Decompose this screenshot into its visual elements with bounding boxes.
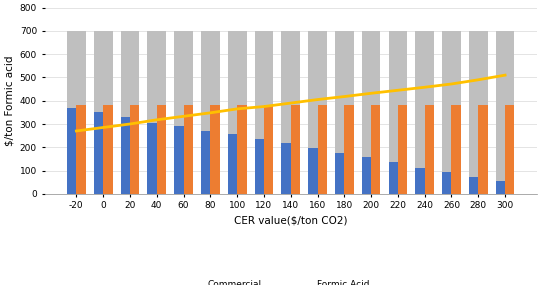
Bar: [308, 148, 318, 194]
Bar: [174, 31, 193, 194]
Net Profit $/ton: [314, 98, 321, 101]
Bar: [210, 105, 220, 194]
Net Profit $/ton: [154, 118, 160, 121]
Bar: [415, 168, 425, 194]
Bar: [147, 31, 166, 194]
Bar: [281, 143, 291, 194]
Bar: [67, 31, 85, 194]
Bar: [174, 126, 183, 194]
Net Profit $/ton: [287, 101, 294, 105]
Bar: [255, 31, 273, 194]
Bar: [228, 135, 237, 194]
Bar: [452, 105, 461, 194]
Bar: [121, 31, 140, 194]
Bar: [291, 105, 300, 194]
Net Profit $/ton: [261, 105, 267, 108]
Bar: [371, 105, 380, 194]
Bar: [442, 172, 452, 194]
Bar: [94, 31, 113, 194]
Net Profit $/ton: [394, 89, 401, 92]
Bar: [469, 31, 487, 194]
Net Profit $/ton: [341, 95, 347, 98]
Bar: [415, 31, 434, 194]
Bar: [388, 162, 398, 194]
Net Profit $/ton: [368, 91, 374, 95]
Bar: [469, 177, 478, 194]
Bar: [201, 31, 220, 194]
Bar: [318, 105, 327, 194]
Net Profit $/ton: [73, 129, 80, 133]
Bar: [130, 105, 140, 194]
Bar: [442, 31, 461, 194]
Net Profit $/ton: [448, 82, 455, 86]
Bar: [362, 157, 371, 194]
Net Profit $/ton: [127, 122, 133, 126]
Bar: [157, 105, 166, 194]
Net Profit $/ton: [100, 126, 107, 129]
Net Profit $/ton: [207, 111, 214, 115]
Net Profit $/ton: [234, 107, 240, 111]
Bar: [281, 31, 300, 194]
Legend: TPC $/ton, Commercial
process TPC $/ton, Formic Acid
Price $/ton, Net Profit $/t: TPC $/ton, Commercial process TPC $/ton,…: [111, 276, 470, 285]
Bar: [344, 105, 354, 194]
Bar: [496, 31, 514, 194]
Bar: [264, 105, 273, 194]
Bar: [67, 108, 76, 194]
Bar: [335, 153, 344, 194]
Bar: [335, 31, 354, 194]
Bar: [496, 181, 505, 194]
Bar: [362, 31, 380, 194]
Bar: [237, 105, 247, 194]
Bar: [255, 139, 264, 194]
Bar: [103, 105, 113, 194]
Bar: [183, 105, 193, 194]
Bar: [398, 105, 407, 194]
Net Profit $/ton: [180, 115, 187, 118]
X-axis label: CER value($/ton CO2): CER value($/ton CO2): [234, 216, 347, 226]
Bar: [388, 31, 407, 194]
Bar: [425, 105, 434, 194]
Net Profit $/ton: [421, 86, 428, 89]
Bar: [201, 131, 210, 194]
Bar: [121, 117, 130, 194]
Y-axis label: $/ton Formic acid: $/ton Formic acid: [4, 56, 14, 146]
Bar: [76, 105, 85, 194]
Bar: [228, 31, 247, 194]
Bar: [308, 31, 327, 194]
Bar: [505, 105, 514, 194]
Net Profit $/ton: [502, 74, 509, 77]
Bar: [147, 123, 157, 194]
Bar: [94, 112, 103, 194]
Line: Net Profit $/ton: Net Profit $/ton: [76, 75, 505, 131]
Bar: [478, 105, 487, 194]
Net Profit $/ton: [475, 78, 481, 82]
